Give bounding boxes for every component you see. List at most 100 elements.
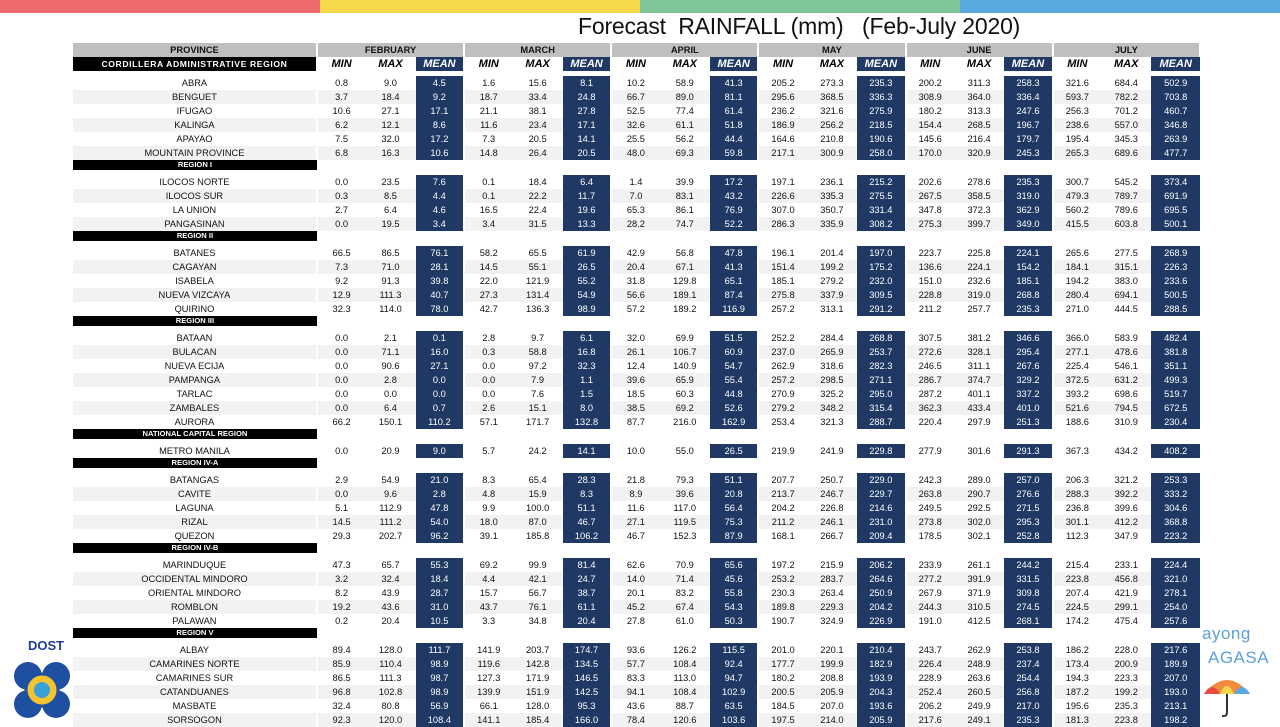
max-cell: 216.4	[967, 133, 991, 144]
table-row: KALINGA 6.2 12.1 8.6 11.6 23.4 17.1 32.6 61.1 51.…	[73, 118, 1200, 132]
min-cell: 10.6	[315, 104, 366, 118]
min-cell: 206.2	[904, 699, 954, 713]
table-row: CAMARINES SUR 86.5 111.3 98.7 127.3 171.9 146.…	[73, 671, 1200, 685]
mean-cell: 329.2	[1004, 373, 1053, 387]
mean-cell: 477.7	[1151, 146, 1200, 160]
min-cell: 194.2	[1051, 274, 1102, 288]
min-cell: 393.2	[1051, 387, 1102, 401]
mean-cell: 315.4	[857, 401, 906, 415]
mean-cell: 213.1	[1151, 699, 1200, 713]
max-cell: 292.5	[967, 502, 991, 513]
max-cell: 106.7	[659, 345, 710, 359]
min-cell: 0.0	[315, 387, 366, 401]
mean-cell: 55.8	[709, 586, 759, 600]
province-cell: LA UNION	[172, 204, 217, 215]
province-cell: CAMARINES NORTE	[73, 657, 317, 671]
mean-cell: 38.7	[562, 586, 612, 600]
mean-cell: 162.9	[709, 415, 759, 429]
spacer-cell	[315, 553, 366, 558]
min-cell: 237.0	[757, 345, 807, 359]
spacer-row	[73, 241, 1200, 246]
min-cell: 22.0	[463, 274, 513, 288]
province-cell: BATANGAS	[169, 474, 220, 485]
mean-cell: 98.9	[415, 657, 465, 671]
spacer-row	[73, 170, 1200, 175]
min-cell: 211.2	[904, 302, 954, 316]
mean-cell: 56.9	[415, 699, 465, 713]
max-cell: 383.0	[1114, 275, 1138, 286]
mean-cell: 108.4	[415, 713, 465, 727]
max-cell: 315.1	[1101, 260, 1152, 274]
min-cell: 16.5	[463, 203, 513, 217]
mean-cell: 304.6	[1151, 501, 1200, 515]
max-cell: 111.3	[379, 672, 402, 683]
max-cell: 33.4	[512, 90, 563, 104]
spacer-cell	[463, 241, 513, 246]
min-cell: 202.6	[904, 175, 954, 189]
spacer-cell	[904, 553, 954, 558]
mean-cell: 207.0	[1151, 671, 1200, 685]
max-cell: 7.6	[531, 388, 545, 399]
max-cell: 311.1	[967, 360, 991, 371]
province-cell: SORSOGON	[73, 713, 317, 727]
min-cell: 20.4	[610, 260, 660, 274]
max-cell: 140.9	[673, 360, 697, 371]
min-cell: 52.5	[610, 104, 660, 118]
min-cell: 7.3	[463, 132, 513, 146]
max-cell: 26.4	[512, 146, 563, 160]
max-cell: 42.1	[512, 572, 563, 586]
max-cell: 319.0	[953, 288, 1005, 302]
max-cell: 223.8	[1101, 713, 1152, 727]
min-cell: 195.4	[1051, 132, 1102, 146]
mean-cell: 373.4	[1151, 175, 1200, 189]
min-cell: 252.2	[757, 331, 807, 345]
max-cell: 9.6	[365, 487, 416, 501]
max-cell: 374.7	[953, 373, 1005, 387]
province-cell: NUEVA VIZCAYA	[73, 288, 317, 302]
min-cell: 197.2	[757, 558, 807, 572]
min-cell: 12.9	[315, 288, 366, 302]
mean-cell: 258.3	[1004, 76, 1053, 90]
min-cell: 7.0	[610, 189, 660, 203]
mean-cell: 75.3	[709, 515, 759, 529]
mean-cell: 254.0	[1151, 600, 1200, 614]
spacer-cell	[904, 170, 954, 175]
min-cell: 243.7	[904, 643, 954, 657]
table-row: BATANES 66.5 86.5 76.1 58.2 65.5 61.9 42.9 56.8 4…	[73, 246, 1200, 260]
min-cell: 200.2	[904, 76, 954, 90]
stat-header: MAX	[365, 57, 416, 71]
max-cell: 324.9	[820, 615, 844, 626]
province-cell: LAGUNA	[175, 502, 214, 513]
table-row: CAVITE 0.0 9.6 2.8 4.8 15.9 8.3 8.9 39.6 20.8 213.…	[73, 487, 1200, 501]
max-cell: 261.1	[967, 559, 991, 570]
mean-cell: 226.3	[1151, 260, 1200, 274]
min-cell: 0.0	[315, 217, 366, 231]
mean-cell: 229.7	[857, 487, 906, 501]
max-cell: 789.6	[1114, 204, 1138, 215]
min-cell: 321.6	[1051, 76, 1102, 90]
max-cell: 223.3	[1114, 672, 1138, 683]
max-cell: 91.3	[381, 275, 400, 286]
topbar-blue	[960, 0, 1280, 13]
max-cell: 79.3	[675, 474, 694, 485]
mean-cell: 230.4	[1151, 415, 1200, 429]
min-cell: 2.7	[315, 203, 366, 217]
mean-cell: 6.1	[562, 331, 612, 345]
max-cell: 358.5	[953, 189, 1005, 203]
stat-header: MAX	[512, 57, 563, 71]
min-cell: 39.1	[463, 529, 513, 543]
min-cell: 215.4	[1051, 558, 1102, 572]
province-cell: BATANES	[173, 247, 216, 258]
spacer-cell	[904, 71, 954, 76]
mean-cell: 309.8	[1004, 586, 1053, 600]
mean-cell: 24.7	[562, 572, 612, 586]
min-cell: 223.8	[1051, 572, 1102, 586]
mean-cell: 268.9	[1151, 246, 1200, 260]
mean-cell: 229.8	[857, 444, 906, 458]
spacer-cell	[1051, 468, 1102, 473]
max-cell: 421.9	[1114, 587, 1138, 598]
mean-cell: 217.6	[1151, 643, 1200, 657]
mean-cell: 257.0	[1004, 473, 1053, 487]
mean-cell: 500.1	[1151, 217, 1200, 231]
mean-cell: 51.1	[562, 501, 612, 515]
